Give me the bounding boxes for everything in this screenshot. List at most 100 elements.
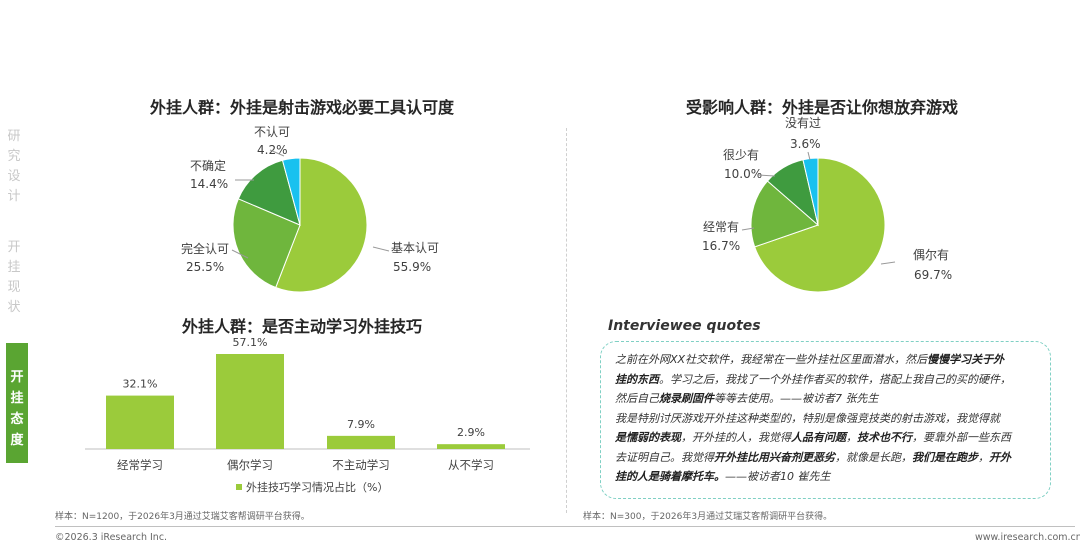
quote-text: 。学习之后，我找了一个外挂作者买的软件，搭配上我自己的买的硬件， (659, 372, 1011, 386)
pie1-label-unsure: 不确定 (190, 159, 227, 173)
copyright: ©2026.3 iResearch Inc. (55, 532, 168, 543)
nav-char: 挂 (7, 260, 21, 275)
nav-char: 开 (10, 370, 24, 385)
pie2-value-rarely: 10.0% (724, 167, 763, 181)
chart-title-quit: 受影响人群：外挂是否让你想放弃游戏 (686, 98, 959, 117)
pie-chart-quit (750, 157, 886, 293)
bar-chart-learning: 32.1% 经常学习 57.1% 偶尔学习 7.9% 不主动学习 2.9% 从不学习外挂技巧学… (85, 336, 530, 494)
quote-text: ， (846, 431, 857, 444)
quote-text: ，开外挂的人，我觉得 (681, 431, 791, 444)
pie1-label-fully: 完全认可 (181, 242, 230, 256)
pie2-value-never: 3.6% (790, 137, 821, 151)
leader-line (372, 246, 390, 252)
pie2-slice-1 (750, 180, 819, 248)
quote-text: 我是特别讨厌游戏开外挂这种类型的，特别是像强竞技类的射击游戏，我觉得就 (615, 411, 1000, 425)
footer-rule (55, 526, 1075, 527)
quotes-box: 之前在外网XX社交软件，我经常在一些外挂社区里面潜水，然后慢慢学习关于外 挂的东西… (600, 341, 1051, 499)
pie2-value-often: 16.7% (702, 239, 741, 253)
quote-emphasis: 开外 (989, 450, 1011, 464)
bar-3 (437, 444, 505, 449)
pie2-label-never: 没有过 (785, 116, 822, 130)
nav-char: 开 (7, 240, 21, 255)
quote-emphasis: 烧录刷固件 (659, 392, 714, 405)
quote-line: 之前在外网XX社交软件，我经常在一些外挂社区里面潜水，然后慢慢学习关于外 (615, 350, 1036, 370)
pie1-value-basic: 55.9% (393, 260, 432, 274)
bar-value-label-3: 2.9% (457, 426, 485, 439)
chart-title-endorsement: 外挂人群：外挂是射击游戏必要工具认可度 (150, 98, 455, 117)
pie1-label-disagree: 不认可 (254, 125, 291, 139)
pie2-label-often: 经常有 (703, 220, 740, 234)
quote-emphasis: 人品有问题 (791, 431, 846, 444)
nav-item-research-design[interactable]: 研 究 设 计 (0, 127, 28, 207)
quote-text: ，要靠外部一些东西 (912, 431, 1011, 444)
bar-value-label-0: 32.1% (123, 378, 158, 391)
bar-category-label-2: 不主动学习 (332, 458, 390, 472)
quote-text: 然后自己 (615, 392, 659, 405)
sample-note-right: 样本：N=300，于2026年3月通过艾瑞艾客帮调研平台获得。 (583, 512, 833, 522)
nav-char: 研 (7, 129, 21, 144)
quote-text: ，就像是长跑， (835, 450, 912, 464)
quote-emphasis: 开外挂比用兴奋剂更恶劣 (714, 450, 835, 464)
bar-category-label-3: 从不学习 (448, 458, 494, 472)
pie2-value-sometimes: 69.7% (914, 268, 953, 282)
bar-value-label-1: 57.1% (233, 336, 268, 349)
nav-item-cheat-status[interactable]: 开 挂 现 状 (0, 238, 28, 318)
quote-line: 我是特别讨厌游戏开外挂这种类型的，特别是像强竞技类的射击游戏，我觉得就 (615, 409, 1036, 429)
leader-line (231, 249, 249, 259)
quote-emphasis: 技术也不行 (857, 431, 912, 444)
legend-label: 外挂技巧学习情况占比（%） (246, 480, 388, 494)
nav-char: 状 (7, 300, 21, 315)
sample-note-left: 样本：N=1200，于2026年3月通过艾瑞艾客帮调研平台获得。 (55, 512, 310, 522)
nav-char: 度 (10, 433, 24, 448)
pie1-value-unsure: 14.4% (190, 177, 229, 191)
quote-emphasis: 是懦弱的表现 (615, 431, 681, 444)
pie1-slice-0 (275, 157, 368, 293)
bar-0 (106, 395, 174, 449)
quote-emphasis: 挂的东西 (615, 372, 659, 386)
pie1-slice-3 (281, 157, 301, 226)
quote-line: 去证明自己。我觉得开外挂比用兴奋剂更恶劣，就像是长跑，我们是在跑步，开外 (615, 448, 1036, 468)
quote-text: ， (978, 450, 989, 464)
pie1-value-fully: 25.5% (186, 260, 225, 274)
quote-text: 等等去使用。——被访者7 张先生 (714, 392, 879, 405)
quotes-title: Interviewee quotes (608, 318, 761, 334)
quote-text: ——被访者10 崔先生 (725, 470, 831, 483)
bar-1 (216, 354, 284, 449)
nav-char: 设 (7, 169, 21, 184)
bar-value-label-2: 7.9% (347, 418, 375, 431)
leader-line (757, 174, 776, 177)
pie1-value-disagree: 4.2% (257, 143, 288, 157)
nav-char: 挂 (10, 391, 24, 406)
pie1-label-basic: 基本认可 (391, 241, 440, 255)
legend-swatch (236, 484, 242, 490)
chart-title-learning: 外挂人群：是否主动学习外挂技巧 (182, 317, 423, 336)
website-link[interactable]: www.iresearch.com.cn (975, 532, 1080, 543)
quote-line: 挂的东西。学习之后，我找了一个外挂作者买的软件，搭配上我自己的买的硬件， (615, 370, 1036, 390)
nav-char: 计 (7, 189, 21, 204)
quote-text: 之前在外网XX社交软件，我经常在一些外挂社区里面潜水，然后 (615, 353, 928, 366)
leader-line (880, 261, 896, 265)
quote-emphasis: 慢慢学习关于外 (927, 353, 1005, 366)
bar-category-label-1: 偶尔学习 (227, 458, 273, 472)
pie2-label-sometimes: 偶尔有 (913, 248, 950, 262)
quote-line: 然后自己烧录刷固件等等去使用。——被访者7 张先生 (615, 389, 1036, 409)
nav-char: 现 (7, 280, 21, 295)
bar-category-label-0: 经常学习 (117, 458, 163, 472)
pie1-slice-1 (232, 198, 301, 289)
section-divider (566, 128, 567, 513)
leader-line (807, 151, 811, 161)
leader-line (741, 227, 755, 231)
nav-item-cheat-attitude[interactable]: 开 挂 态 度 (6, 343, 28, 463)
quote-emphasis: 我们是在跑步 (912, 450, 978, 464)
nav-char: 究 (7, 149, 21, 164)
pie2-slice-0 (754, 157, 886, 293)
bar-2 (327, 435, 395, 449)
pie2-slice-3 (802, 157, 819, 226)
quote-line: 挂的人是骑着摩托车。——被访者10 崔先生 (615, 467, 1036, 487)
pie-chart-endorsement (232, 157, 368, 293)
pie2-label-rarely: 很少有 (723, 148, 760, 162)
nav-char: 态 (10, 412, 24, 427)
leader-line (269, 149, 285, 157)
